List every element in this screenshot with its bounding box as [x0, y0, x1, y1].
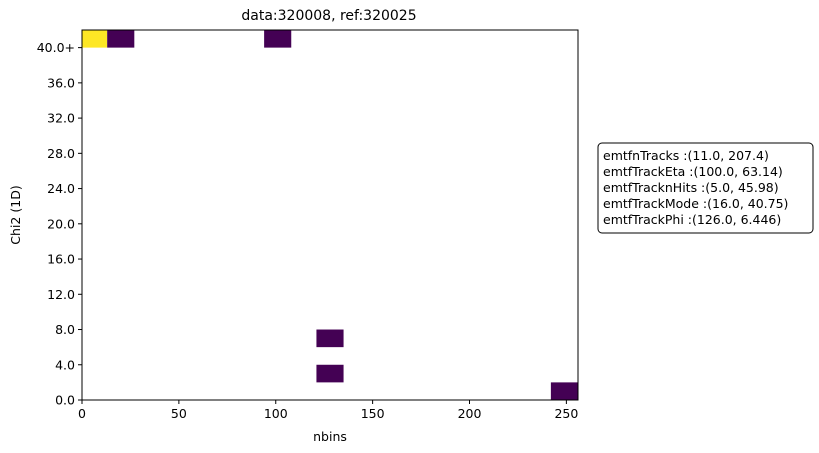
legend-entry: emtfnTracks :(11.0, 207.4)	[603, 148, 769, 163]
plot-frame	[81, 29, 579, 401]
heatmap-cell	[550, 382, 578, 400]
y-axis-label: Chi2 (1D)	[8, 185, 23, 244]
legend-entry: emtfTrackMode :(16.0, 40.75)	[603, 196, 788, 211]
y-tick-label: 4.0	[55, 357, 75, 372]
y-tick-label: 16.0	[47, 252, 75, 267]
y-tick-label: 32.0	[47, 111, 75, 126]
heatmap-cells	[82, 30, 578, 400]
y-tick-label: 36.0	[47, 75, 75, 90]
x-axis-label: nbins	[313, 429, 347, 444]
legend-entry: emtfTracknHits :(5.0, 45.98)	[603, 180, 779, 195]
y-tick-label: 28.0	[47, 146, 75, 161]
x-tick-label: 100	[264, 406, 288, 421]
x-axis-ticks: 0 50 100 150 200 250	[78, 400, 578, 421]
heatmap-cell	[107, 30, 135, 48]
heatmap-cell	[264, 30, 292, 48]
y-tick-label: 12.0	[47, 287, 75, 302]
x-tick-label: 0	[78, 406, 86, 421]
legend-entry: emtfTrackPhi :(126.0, 6.446)	[603, 212, 781, 227]
legend-box: emtfnTracks :(11.0, 207.4) emtfTrackEta …	[597, 142, 814, 234]
x-tick-label: 150	[361, 406, 385, 421]
y-tick-label: 20.0	[47, 216, 75, 231]
heatmap-cell	[316, 364, 344, 383]
y-tick-label: 24.0	[47, 181, 75, 196]
x-tick-label: 250	[554, 406, 578, 421]
y-tick-label: 0.0	[55, 393, 75, 408]
y-axis-ticks: 0.0 4.0 8.0 12.0 16.0 20.0 24.0 28.0 32.0 36.0 40.…	[37, 40, 82, 408]
y-tick-label: 40.0+	[37, 40, 75, 55]
heatmap-cell	[316, 329, 344, 348]
chart-title: data:320008, ref:320025	[241, 8, 416, 24]
x-tick-label: 200	[458, 406, 482, 421]
y-tick-label: 8.0	[55, 322, 75, 337]
legend-entry: emtfTrackEta :(100.0, 63.14)	[603, 164, 783, 179]
x-tick-label: 50	[171, 406, 187, 421]
heatmap-cell	[82, 30, 108, 48]
